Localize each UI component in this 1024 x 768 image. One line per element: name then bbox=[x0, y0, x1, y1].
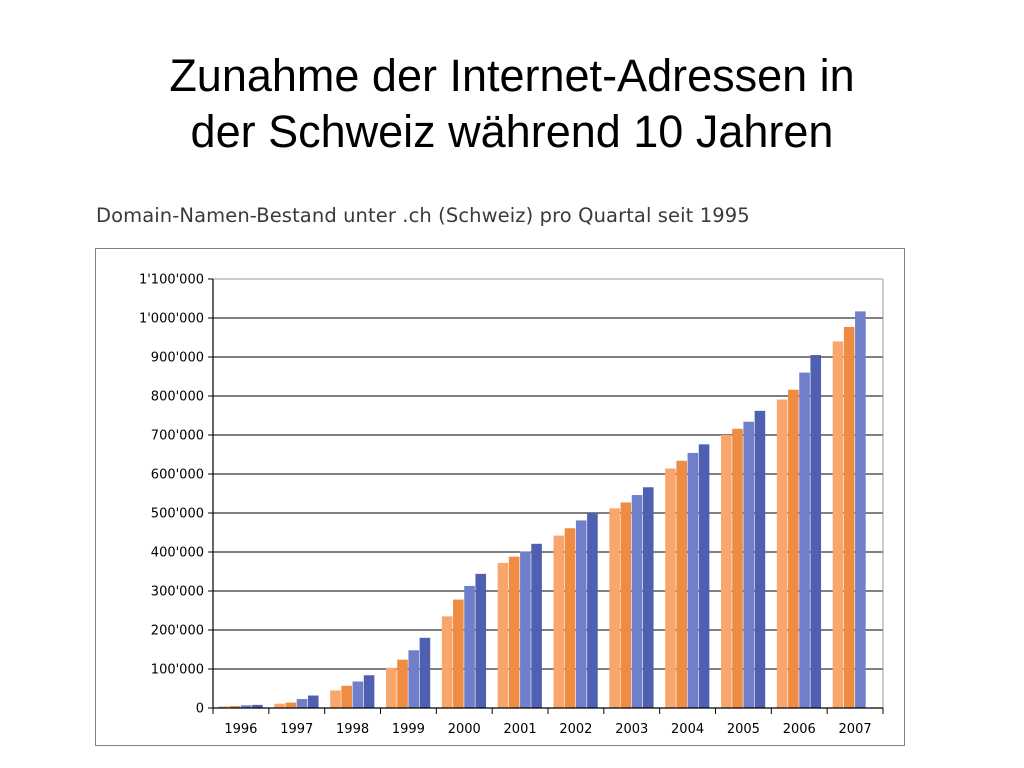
y-tick-label: 100'000 bbox=[151, 663, 204, 678]
bar-2003-q3 bbox=[631, 495, 643, 708]
x-tick-label: 2004 bbox=[671, 722, 704, 737]
x-tick-label: 2000 bbox=[448, 722, 481, 737]
bar-1996-q4 bbox=[252, 704, 263, 708]
bar-2005-q4 bbox=[754, 410, 766, 708]
bar-2006-q2 bbox=[788, 389, 799, 708]
bar-2001-q1 bbox=[497, 562, 509, 708]
bar-2000-q1 bbox=[441, 616, 453, 708]
bar-1996-q1 bbox=[218, 706, 230, 708]
y-tick-label: 400'000 bbox=[151, 546, 204, 561]
bar-2007-q3 bbox=[855, 311, 866, 708]
y-tick-label: 900'000 bbox=[151, 351, 204, 366]
bar-2006-q3 bbox=[799, 372, 810, 708]
bar-1997-q3 bbox=[296, 699, 308, 708]
bar-2004-q4 bbox=[698, 444, 710, 708]
slide-title-line-2: der Schweiz während 10 Jahren bbox=[190, 106, 834, 157]
bar-2002-q3 bbox=[575, 520, 587, 708]
x-tick-label: 2001 bbox=[504, 722, 537, 737]
slide-title-line-1: Zunahme der Internet-Adressen in bbox=[169, 50, 855, 101]
y-tick-label: 300'000 bbox=[151, 585, 204, 600]
bar-1998-q1 bbox=[330, 690, 341, 708]
plot-area bbox=[213, 279, 883, 708]
bar-1997-q2 bbox=[285, 702, 297, 708]
bar-1997-q1 bbox=[274, 703, 285, 708]
y-tick-label: 200'000 bbox=[151, 624, 204, 639]
bar-2005-q3 bbox=[743, 421, 755, 708]
bar-2007-q2 bbox=[843, 326, 855, 708]
bar-1999-q3 bbox=[408, 650, 420, 708]
bar-1999-q2 bbox=[397, 659, 408, 708]
bar-2001-q4 bbox=[531, 543, 542, 708]
bar-2002-q1 bbox=[553, 535, 565, 708]
bar-2004-q2 bbox=[676, 460, 687, 708]
bar-2005-q1 bbox=[721, 435, 732, 708]
bar-2006-q4 bbox=[810, 355, 822, 708]
x-tick-label: 2003 bbox=[615, 722, 648, 737]
bar-1998-q3 bbox=[352, 681, 364, 708]
bar-1997-q4 bbox=[307, 695, 319, 708]
y-tick-label: 800'000 bbox=[151, 390, 204, 405]
bar-2004-q3 bbox=[687, 452, 699, 708]
bar-2007-q1 bbox=[832, 341, 844, 708]
bar-1996-q2 bbox=[229, 706, 241, 708]
bar-2000-q4 bbox=[475, 573, 487, 708]
x-tick-label: 2002 bbox=[559, 722, 592, 737]
bar-2001-q2 bbox=[508, 556, 520, 708]
bar-2002-q2 bbox=[564, 528, 576, 708]
x-tick-label: 2007 bbox=[839, 722, 872, 737]
bar-1998-q2 bbox=[341, 685, 352, 708]
bar-1996-q3 bbox=[240, 705, 252, 708]
bar-2006-q1 bbox=[776, 399, 788, 708]
y-tick-label: 1'000'000 bbox=[139, 312, 204, 327]
bar-2002-q4 bbox=[587, 513, 598, 708]
x-tick-label: 1997 bbox=[280, 722, 313, 737]
x-tick-label: 2006 bbox=[783, 722, 816, 737]
bar-2000-q3 bbox=[464, 585, 475, 708]
y-tick-label: 700'000 bbox=[151, 429, 204, 444]
y-tick-label: 0 bbox=[196, 702, 204, 717]
bar-2004-q1 bbox=[665, 468, 676, 708]
x-tick-label: 1996 bbox=[224, 722, 257, 737]
bar-2005-q2 bbox=[732, 428, 743, 708]
bar-chart: 0 100'000 200'000 300'000 400'000 500'000 600'… bbox=[139, 273, 884, 737]
chart-frame: 0 100'000 200'000 300'000 400'000 500'000 600'… bbox=[95, 248, 905, 746]
y-tick-label: 1'100'000 bbox=[139, 273, 204, 288]
y-tick-label: 600'000 bbox=[151, 468, 204, 483]
bar-1998-q4 bbox=[363, 675, 375, 708]
bar-2003-q1 bbox=[609, 508, 620, 708]
x-tick-label: 1998 bbox=[336, 722, 369, 737]
y-tick-label: 500'000 bbox=[151, 507, 204, 522]
x-tick-label: 1999 bbox=[392, 722, 425, 737]
chart-title: Domain-Namen-Bestand unter .ch (Schweiz)… bbox=[96, 204, 750, 227]
bar-2003-q2 bbox=[620, 502, 632, 708]
bar-2003-q4 bbox=[642, 487, 654, 708]
bar-2001-q3 bbox=[520, 551, 531, 708]
bar-2000-q2 bbox=[453, 599, 464, 708]
bar-1999-q4 bbox=[419, 637, 431, 708]
x-tick-label: 2005 bbox=[727, 722, 760, 737]
bar-1999-q1 bbox=[386, 667, 397, 708]
slide-title: Zunahme der Internet-Adressen in der Sch… bbox=[0, 48, 1024, 160]
